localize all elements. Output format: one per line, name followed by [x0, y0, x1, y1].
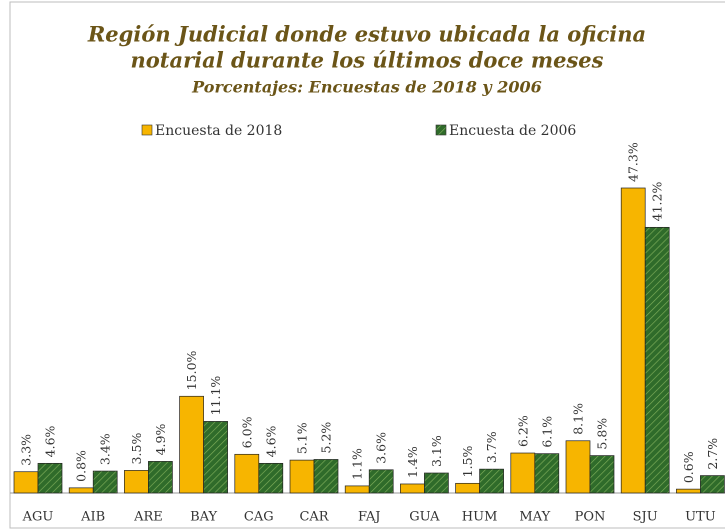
- x-tick-label: SJU: [633, 510, 658, 525]
- legend-swatch: [435, 124, 447, 136]
- bar: [620, 187, 646, 494]
- bar: [400, 483, 425, 494]
- bar: [510, 452, 536, 494]
- bar: [424, 472, 449, 494]
- value-label: 3.6%: [374, 432, 389, 464]
- bar: [344, 485, 370, 494]
- x-tick-label: PON: [575, 510, 606, 525]
- bar: [37, 462, 63, 494]
- value-label: 11.1%: [208, 376, 223, 416]
- bar: [68, 487, 94, 494]
- value-label: 3.7%: [484, 431, 499, 463]
- value-label: 2.7%: [705, 438, 720, 470]
- x-tick-label: MAY: [519, 510, 550, 525]
- bar: [479, 468, 504, 494]
- chart-title: Región Judicial donde estuvo ubicada la …: [87, 22, 646, 47]
- chart-frame: [9, 1, 725, 529]
- bar: [148, 461, 173, 494]
- x-tick-label: BAY: [190, 510, 217, 525]
- bar: [203, 421, 228, 494]
- legend-swatch: [141, 124, 153, 136]
- x-tick-label: UTU: [685, 510, 716, 525]
- x-tick-label: CAG: [244, 510, 274, 525]
- bar: [258, 462, 284, 494]
- value-label: 4.6%: [263, 425, 278, 457]
- value-label: 6.1%: [539, 416, 554, 448]
- bar: [455, 482, 480, 494]
- bar: [644, 226, 670, 494]
- value-label: 3.3%: [19, 434, 34, 466]
- bar: [313, 459, 339, 494]
- value-label: 4.6%: [43, 425, 58, 457]
- bar: [700, 475, 725, 494]
- bar: [565, 440, 591, 494]
- bar: [179, 395, 204, 494]
- x-tick-label: GUA: [409, 510, 440, 525]
- x-tick-label: ARE: [133, 510, 163, 525]
- value-label: 47.3%: [626, 142, 641, 182]
- value-label: 5.8%: [595, 418, 610, 450]
- value-label: 3.1%: [429, 435, 444, 467]
- value-label: 1.1%: [350, 448, 365, 480]
- value-label: 41.2%: [650, 182, 665, 222]
- bar: [368, 469, 394, 494]
- value-label: 3.4%: [98, 433, 113, 465]
- value-label: 0.8%: [74, 450, 89, 482]
- value-label: 5.2%: [319, 422, 334, 454]
- x-tick-label: FAJ: [358, 510, 381, 525]
- chart-title: notarial durante los últimos doce meses: [131, 48, 604, 73]
- bar: [589, 455, 615, 494]
- value-label: 6.0%: [239, 416, 254, 448]
- bar: [234, 453, 260, 494]
- legend-label: Encuesta de 2006: [449, 123, 576, 139]
- value-label: 8.1%: [571, 403, 586, 435]
- x-tick-label: CAR: [299, 510, 329, 525]
- bar: [13, 471, 39, 494]
- value-label: 1.4%: [405, 446, 420, 478]
- x-tick-label: HUM: [462, 510, 498, 525]
- legend-label: Encuesta de 2018: [155, 123, 282, 139]
- value-label: 3.5%: [129, 433, 144, 465]
- bar: [289, 459, 315, 494]
- bar: [124, 470, 149, 494]
- value-label: 1.5%: [460, 445, 475, 477]
- x-tick-label: AGU: [22, 510, 54, 525]
- x-tick-label: AIB: [80, 510, 105, 525]
- value-label: 4.9%: [153, 424, 168, 456]
- bar: [92, 470, 118, 494]
- bar: [534, 453, 560, 494]
- value-label: 5.1%: [295, 422, 310, 454]
- value-label: 15.0%: [184, 350, 199, 390]
- value-label: 0.6%: [681, 451, 696, 483]
- bar: [676, 488, 701, 494]
- value-label: 6.2%: [515, 415, 530, 447]
- chart-subtitle: Porcentajes: Encuestas de 2018 y 2006: [191, 78, 542, 97]
